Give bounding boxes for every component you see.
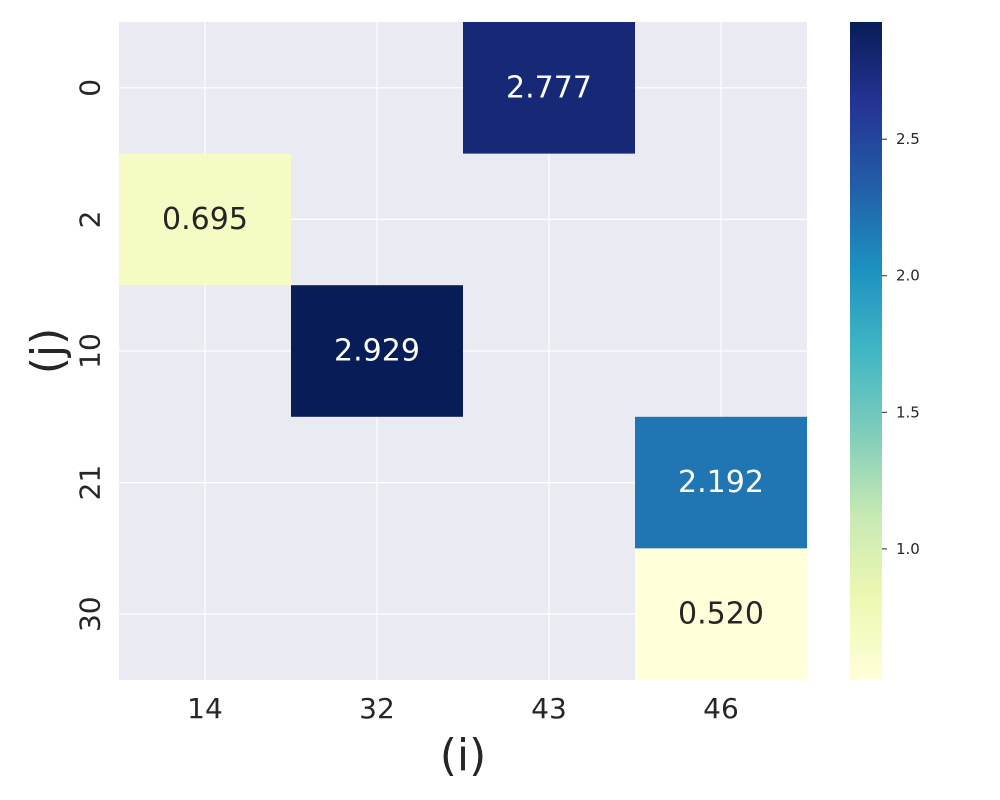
x-axis-label: (i) [440, 730, 487, 781]
heatmap-cell [635, 548, 807, 680]
colorbar-tick-label: 1.0 [896, 540, 920, 558]
colorbar-tick-label: 1.5 [896, 403, 920, 421]
colorbar-ticks: 1.0 1.5 2.0 2.5 [882, 130, 920, 558]
x-tick-labels: 14 32 43 46 [187, 692, 739, 725]
x-tick-label: 14 [187, 692, 223, 725]
y-axis-label: (j) [22, 328, 73, 375]
heatmap-cell [291, 285, 463, 417]
y-tick-labels: 0 2 10 21 30 [74, 79, 107, 632]
colorbar [850, 22, 882, 680]
cell-value-label: 0.520 [678, 597, 764, 632]
y-tick-label: 10 [74, 333, 107, 369]
heatmap-cells: 2.777 0.695 2.929 2.192 0.520 [119, 22, 807, 680]
heatmap-cell [119, 153, 291, 286]
colorbar-tick-label: 2.5 [896, 130, 920, 148]
x-tick-label: 46 [703, 692, 739, 725]
y-tick-label: 0 [74, 79, 107, 97]
cell-value-label: 2.777 [506, 70, 592, 105]
heatmap-cell [635, 416, 807, 549]
cell-value-label: 2.192 [678, 465, 764, 500]
y-tick-label: 2 [74, 210, 107, 228]
heatmap-cell [463, 22, 635, 154]
colorbar-tick-label: 2.0 [896, 267, 920, 285]
y-tick-label: 30 [74, 596, 107, 632]
x-tick-label: 32 [359, 692, 395, 725]
cell-value-label: 2.929 [334, 334, 420, 369]
cell-value-label: 0.695 [162, 202, 248, 237]
y-tick-label: 21 [74, 465, 107, 501]
x-tick-label: 43 [531, 692, 567, 725]
